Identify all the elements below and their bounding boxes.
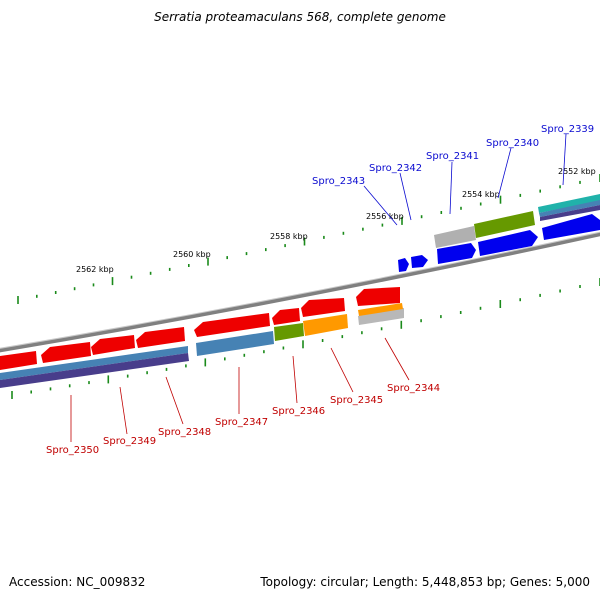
- gene-band-orange-a: [358, 303, 403, 316]
- gene-band-slate-upper: [540, 205, 600, 221]
- scale-label-2560: 2560 kbp: [173, 250, 211, 259]
- map-title: Serratia proteamaculans 568, complete ge…: [154, 10, 446, 24]
- scale-label-2556: 2556 kbp: [366, 212, 404, 221]
- topology-text: Topology: circular; Length: 5,448,853 bp…: [260, 575, 590, 589]
- genome-backbone: [0, 232, 600, 353]
- gene-spro-2341-arrow[interactable]: [437, 243, 476, 264]
- gene-spro-2343-arrow[interactable]: [398, 258, 409, 272]
- gene-spro-2344-arrow[interactable]: [356, 287, 400, 306]
- gene-label-spro-2341[interactable]: Spro_2341: [426, 151, 479, 162]
- gene-spro-2348-arrow[interactable]: [136, 327, 185, 348]
- scale-label-2562: 2562 kbp: [76, 265, 114, 274]
- gene-band-olive-lower: [274, 323, 304, 341]
- gene-spro-2347-arrow[interactable]: [194, 313, 270, 337]
- gene-spro-2346-arrow[interactable]: [272, 308, 300, 325]
- scale-label-2552: 2552 kbp: [558, 167, 596, 176]
- genome-backbone-highlight: [0, 231, 600, 349]
- gene-label-spro-2346[interactable]: Spro_2346: [272, 406, 325, 417]
- gene-band-slate-left: [0, 353, 189, 388]
- gene-label-spro-2340[interactable]: Spro_2340: [486, 138, 539, 149]
- gene-spro-2349-arrow[interactable]: [91, 335, 135, 355]
- gene-label-spro-2348[interactable]: Spro_2348: [158, 427, 211, 438]
- gene-label-spro-2350[interactable]: Spro_2350: [46, 445, 99, 456]
- gene-label-spro-2339[interactable]: Spro_2339: [541, 124, 594, 135]
- label-leaders: [70, 133, 567, 442]
- gene-label-spro-2345[interactable]: Spro_2345: [330, 395, 383, 406]
- gene-label-spro-2342[interactable]: Spro_2342: [369, 163, 422, 174]
- forward-genes: [398, 194, 600, 272]
- gene-label-spro-2344[interactable]: Spro_2344: [387, 383, 440, 394]
- gene-spro-2351-arrow: [0, 351, 37, 370]
- gene-band-orange-b: [303, 314, 348, 336]
- accession-text: Accession: NC_009832: [9, 575, 146, 589]
- gene-band-steelblue-lower: [196, 331, 274, 356]
- gene-spro-2350-arrow[interactable]: [41, 342, 91, 363]
- gene-spro-2342-arrow[interactable]: [411, 255, 428, 268]
- gene-label-spro-2347[interactable]: Spro_2347: [215, 417, 268, 428]
- gene-band-teal: [538, 194, 600, 213]
- gene-band-gray: [434, 226, 476, 248]
- scale-label-2558: 2558 kbp: [270, 232, 308, 241]
- gene-spro-2345-arrow[interactable]: [301, 298, 345, 317]
- scale-ticks-lower: [11, 278, 600, 399]
- gene-label-spro-2343[interactable]: Spro_2343: [312, 176, 365, 187]
- gene-label-spro-2349[interactable]: Spro_2349: [103, 436, 156, 447]
- reverse-genes: [0, 287, 404, 388]
- gene-spro-2340-arrow[interactable]: [478, 230, 538, 256]
- gene-band-lightgray: [358, 308, 404, 325]
- gene-band-steelblue-left: [0, 346, 188, 380]
- scale-ticks-upper: [17, 174, 600, 304]
- gene-band-olive: [474, 211, 535, 238]
- scale-label-2554: 2554 kbp: [462, 190, 500, 199]
- gene-band-steelblue-upper: [539, 200, 600, 217]
- gene-spro-2339-arrow[interactable]: [542, 214, 600, 240]
